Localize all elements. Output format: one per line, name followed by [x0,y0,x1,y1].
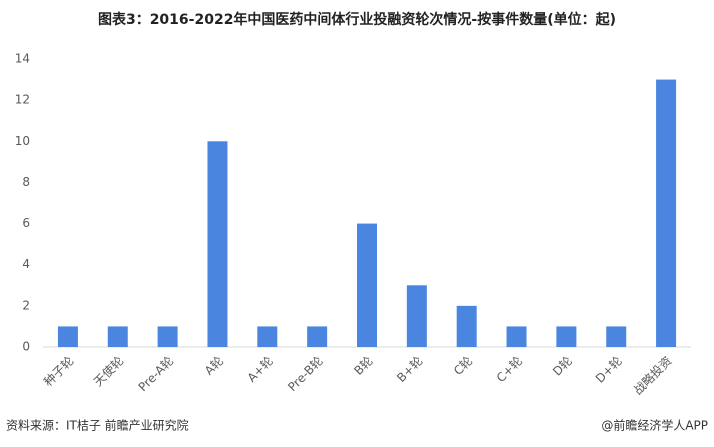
bar [606,326,627,347]
bar [357,223,377,347]
bar [406,285,427,347]
x-tick-label: B轮 [351,354,375,378]
bar [107,326,128,347]
bar [556,326,577,347]
bar [207,141,228,347]
bar [157,326,178,347]
x-tick-label: 战略投资 [630,353,675,398]
x-tick-label: 种子轮 [41,354,76,389]
y-tick-label: 4 [22,257,30,271]
y-tick-label: 14 [15,52,30,66]
x-tick-label: A+轮 [245,354,276,385]
bar [656,79,677,348]
x-tick-label: B+轮 [394,354,425,385]
bar [257,326,278,347]
credit: @前瞻经济学人APP [601,418,708,433]
y-tick-label: 6 [22,216,30,230]
x-tick-label: D+轮 [593,354,625,386]
x-tick-label: D轮 [550,354,575,379]
x-tick-label: Pre-A轮 [136,354,177,395]
chart-title: 图表3：2016-2022年中国医药中间体行业投融资轮次情况-按事件数量(单位：… [98,11,616,28]
y-tick-label: 0 [22,340,30,354]
bar [456,305,477,347]
y-tick-label: 10 [15,134,30,148]
y-tick-label: 2 [22,298,30,312]
y-tick-label: 12 [15,93,30,107]
y-tick-label: 8 [22,175,30,189]
x-tick-label: C轮 [451,354,475,378]
x-tick-label: Pre-B轮 [285,354,325,394]
bar [57,326,78,347]
bar [307,326,328,347]
bar [506,326,527,347]
source: 资料来源：IT桔子 前瞻产业研究院 [6,418,189,433]
x-tick-label: A轮 [202,354,226,378]
x-tick-label: 天使轮 [90,353,126,389]
x-tick-label: C+轮 [494,354,525,385]
